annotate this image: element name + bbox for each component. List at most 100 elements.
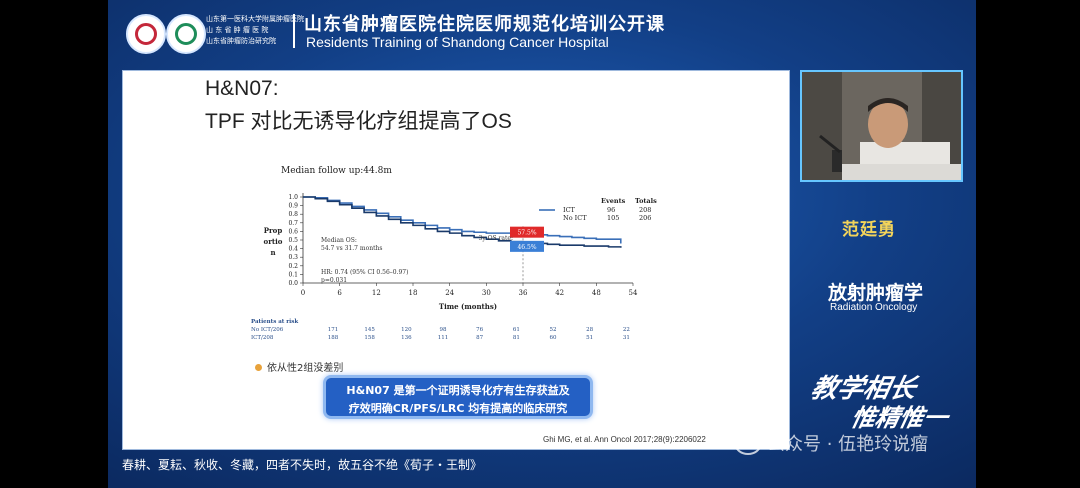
risk-cell: 87 — [476, 335, 483, 341]
x-tick-label: 54 — [629, 289, 638, 297]
conclusion-callout: H&N07 是第一个证明诱导化疗有生存获益及 疗效明确CR/PFS/LRC 均有… — [323, 375, 593, 419]
institution-names: 山东第一医科大学附属肿瘤医院 山 东 省 肿 瘤 医 院 山东省肿瘤防治研究院 — [206, 14, 304, 47]
footer-quote: 春耕、夏耘、秋收、冬藏，四者不失时，故五谷不绝《荀子・王制》 — [122, 458, 483, 472]
risk-cell: 28 — [586, 327, 593, 333]
hospital-logo-icon — [166, 14, 206, 54]
y-axis-label: n — [270, 248, 275, 257]
presentation-slide: H&N07: TPF 对比无诱导化疗组提高了OS Median follow u… — [122, 70, 790, 450]
bullet-text: 依从性2组没差别 — [267, 363, 344, 374]
y-tick-label: 0.8 — [288, 211, 298, 218]
x-tick-label: 36 — [519, 289, 528, 297]
x-tick-label: 0 — [301, 289, 305, 297]
risk-cell: 52 — [550, 327, 557, 333]
risk-cell: 51 — [586, 335, 593, 341]
x-tick-label: 30 — [482, 289, 491, 297]
risk-row-label: ICT/208 — [251, 335, 274, 341]
y-tick-label: 0.2 — [288, 263, 298, 270]
legend-header: Totals — [635, 197, 657, 205]
y-tick-label: 0.7 — [288, 220, 298, 227]
risk-cell: 60 — [550, 335, 557, 341]
hazard-ratio: HR: 0.74 (95% CI 0.56–0.97) — [321, 269, 408, 276]
x-tick-label: 12 — [372, 289, 381, 297]
x-tick-label: 24 — [445, 289, 454, 297]
course-title-en: Residents Training of Shandong Cancer Ho… — [306, 34, 609, 50]
y-tick-label: 1.0 — [288, 194, 298, 201]
y-tick-label: 0.6 — [288, 228, 298, 235]
motto-line2: 惟精惟一 — [848, 403, 951, 432]
chart-title: Median follow up:44.8m — [281, 166, 392, 176]
risk-cell: 136 — [401, 335, 412, 341]
institution-line: 山 东 省 肿 瘤 医 院 — [206, 26, 269, 34]
risk-cell: 171 — [328, 327, 339, 333]
header-divider — [293, 14, 295, 48]
os3y-ict-box — [510, 226, 544, 238]
risk-table-title: Patients at risk — [251, 319, 298, 325]
slide-reference: Ghi MG, et al. Ann Oncol 2017;28(9):2206… — [543, 435, 706, 444]
slide-heading-line1: H&N07: — [205, 77, 279, 100]
y-axis-label: Prop — [264, 226, 283, 235]
watermark: 公众号 · 伍艳玲说瘤 — [735, 430, 928, 456]
y-tick-label: 0.4 — [288, 246, 298, 253]
presenter-video — [800, 70, 963, 182]
y-tick-label: 0.9 — [288, 203, 298, 210]
risk-cell: 98 — [440, 327, 447, 333]
bullet-dot-icon — [255, 364, 262, 371]
legend-events: 96 — [607, 206, 615, 214]
survival-curve-no-ict — [303, 196, 622, 248]
callout-line1: H&N07 是第一个证明诱导化疗有生存获益及 — [346, 384, 570, 397]
x-tick-label: 6 — [337, 289, 342, 297]
risk-cell: 158 — [364, 335, 375, 341]
y-tick-label: 0.3 — [288, 254, 298, 261]
bullet-item: 依从性2组没差别 — [255, 359, 343, 374]
risk-row-label: No ICT/206 — [251, 327, 284, 333]
legend-totals: 206 — [639, 214, 651, 222]
p-value: p=0.031 — [321, 277, 347, 284]
median-os-value: 54.7 vs 31.7 months — [321, 245, 382, 252]
institution-line: 山东第一医科大学附属肿瘤医院 — [206, 15, 304, 23]
y-tick-label: 0.5 — [288, 237, 298, 244]
header-banner: 山东第一医科大学附属肿瘤医院 山 东 省 肿 瘤 医 院 山东省肿瘤防治研究院 … — [108, 0, 976, 62]
risk-cell: 76 — [476, 327, 483, 333]
legend-label: No ICT — [563, 214, 587, 222]
department-cn: 放射肿瘤学 — [828, 282, 924, 304]
legend-totals: 208 — [639, 206, 651, 214]
slide-heading-line2: TPF 对比无诱导化疗组提高了OS — [205, 110, 512, 133]
survival-chart: Median follow up:44.8m 0.0 0.10.2 0.30.4 0.5… — [251, 166, 657, 341]
letterbox-right — [976, 0, 1080, 488]
risk-cell: 31 — [623, 335, 630, 341]
university-logo-icon — [126, 14, 166, 54]
os3y-noict-label: 46.5% — [517, 244, 536, 251]
risk-cell: 81 — [513, 335, 520, 341]
os3y-ict-label: 57.5% — [517, 230, 536, 237]
y-axis-label: ortio — [264, 237, 283, 246]
institution-line: 山东省肿瘤防治研究院 — [206, 37, 276, 45]
x-tick-label: 42 — [555, 289, 564, 297]
presenter-image — [802, 72, 961, 180]
department-en: Radiation Oncology — [830, 302, 918, 313]
risk-cell: 188 — [328, 335, 339, 341]
risk-cell: 22 — [623, 327, 630, 333]
callout-line2: 疗效明确CR/PFS/LRC 均有提高的临床研究 — [348, 402, 568, 415]
wechat-icon — [735, 435, 761, 455]
survival-curve-ict — [303, 196, 622, 244]
x-tick-label: 48 — [592, 289, 601, 297]
letterbox-left — [0, 0, 108, 488]
y-tick-label: 0.0 — [288, 280, 298, 287]
legend-header: Events — [601, 197, 626, 205]
x-tick-label: 18 — [409, 289, 418, 297]
y-tick-label: 0.1 — [288, 271, 298, 278]
legend-events: 105 — [607, 214, 619, 222]
os3y-noict-box — [510, 240, 544, 252]
risk-cell: 61 — [513, 327, 520, 333]
course-title-cn: 山东省肿瘤医院住院医师规范化培训公开课 — [304, 14, 665, 35]
watermark-text: 公众号 · 伍艳玲说瘤 — [767, 434, 929, 455]
risk-cell: 120 — [401, 327, 412, 333]
risk-cell: 145 — [364, 327, 375, 333]
legend-label: ICT — [563, 206, 576, 214]
median-os-label: Median OS: — [321, 237, 357, 244]
x-axis-label: Time (months) — [439, 302, 497, 311]
risk-cell: 111 — [438, 335, 449, 341]
os3y-label: 3y OS rate: — [479, 235, 513, 242]
speaker-name: 范廷勇 — [842, 220, 896, 240]
